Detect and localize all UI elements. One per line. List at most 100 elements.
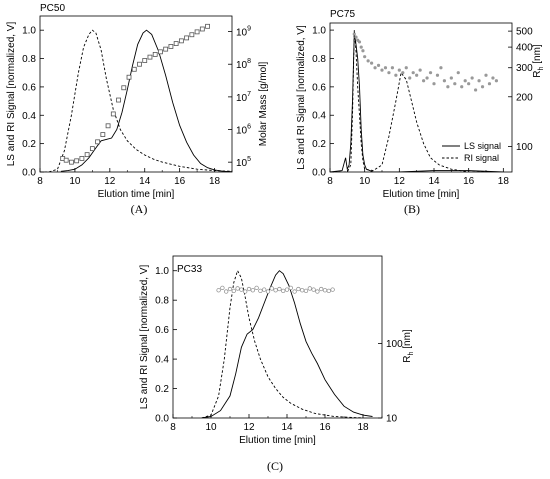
data-point [380,68,384,72]
data-point [307,286,312,291]
panel-b: 8 10 12 14 16 18 0.0 0.2 0.4 0.6 0.8 1.0 100 200 300 40… [296,9,545,216]
data-point [79,156,85,161]
data-point [300,288,305,293]
x-axis-label: Elution time [min] [239,435,316,446]
data-point [330,287,335,292]
data-point [205,23,210,29]
data-point [366,59,370,63]
x-tick-label: 18 [357,422,369,433]
data-point [319,286,324,292]
data-point [357,40,362,44]
data-point [116,97,121,103]
data-point [453,82,457,86]
data-point [397,68,401,72]
data-point [269,286,274,291]
y2-axis-label: Rh [nm] [402,329,415,363]
y2-axis-label: Molar Mass [g/mol] [258,62,269,147]
x-tick-label: 10 [69,176,81,187]
y2-tick-exp: 5 [247,156,251,163]
y2-tick-label: 107 [236,91,251,104]
y2-tick-label: 106 [236,124,251,137]
y-tick-label: 0.2 [312,139,326,150]
data-point [460,85,464,89]
y-tick-label: 0.0 [312,168,326,179]
x-tick-label: 16 [463,176,475,187]
data-point [69,159,74,165]
data-point [239,287,244,292]
panel-label: (B) [404,202,420,216]
data-point [411,71,415,75]
data-point [474,88,478,92]
y2-tick-exp: 6 [247,124,251,131]
plot-area [330,30,504,172]
data-point [184,35,190,41]
data-point [74,158,80,164]
data-point [246,286,252,292]
data-point [292,289,297,294]
x-tick-label: 18 [209,176,221,187]
data-point [408,76,412,80]
data-point [220,285,225,291]
y-tick-label: 0.4 [155,355,169,366]
data-point [121,85,127,91]
y2-tick-exp: 8 [247,58,251,65]
data-point [216,288,221,293]
y-tick-label: 0.0 [155,414,169,425]
x-tick-label: 10 [359,176,371,187]
plot-frame [172,255,383,419]
data-point [258,288,263,294]
data-point [354,35,358,39]
y-tick-label: 1.0 [22,26,36,37]
y-tick-label: 0.4 [312,111,326,122]
data-point [480,85,485,89]
x-tick-label: 14 [281,422,293,433]
data-point [322,288,328,293]
data-point [370,61,374,65]
data-point [243,289,248,294]
y2-axis-label-main: R [532,70,543,77]
data-point [491,76,495,80]
x-tick-label: 12 [104,176,116,187]
y-tick-label: 1.0 [155,266,169,277]
data-point [163,46,169,52]
y2-axis-label-rest: [nm] [532,44,543,66]
data-point [311,287,316,292]
y-tick-label: 0.8 [22,54,36,65]
y2-axis-label: Rh [nm] [532,44,545,78]
y2-tick-label: 100 [386,339,403,350]
y-tick-label: 0.6 [312,82,326,93]
y2-tick-base: 10 [236,60,248,71]
plot-area [201,269,373,418]
y2-tick-base: 10 [236,28,248,39]
y-tick-label: 1.0 [312,26,326,37]
y2-tick-label: 100 [516,142,533,153]
y2-tick-label: 10 [386,414,398,425]
data-point [63,157,69,163]
y-tick-label: 0.8 [155,296,169,307]
y2-axis-label-main: R [402,355,413,362]
data-point [373,66,377,70]
y-tick-label: 0.2 [22,139,36,150]
data-point [418,68,422,72]
data-point [404,66,408,70]
data-point [110,111,116,117]
data-point [296,286,301,292]
y-axis-label: LS and RI Signal [normalized, V] [6,22,17,167]
panel-label: (C) [267,459,283,473]
data-point [235,286,240,291]
y2-tick-label: 400 [516,43,533,54]
y-tick-label: 0.6 [155,325,169,336]
data-point [168,44,174,49]
data-point [250,288,255,293]
data-point [194,29,200,35]
x-tick-label: 16 [174,176,186,187]
data-point [152,51,158,57]
data-point [284,287,290,292]
data-point [277,286,282,292]
y2-axis-label-rest: [nm] [402,329,413,351]
data-point [326,288,331,294]
legend-label: LS signal [464,141,501,151]
data-point [428,71,433,75]
chart-title: PC33 [177,264,202,275]
y2-axis-label-sub: h [408,351,415,355]
